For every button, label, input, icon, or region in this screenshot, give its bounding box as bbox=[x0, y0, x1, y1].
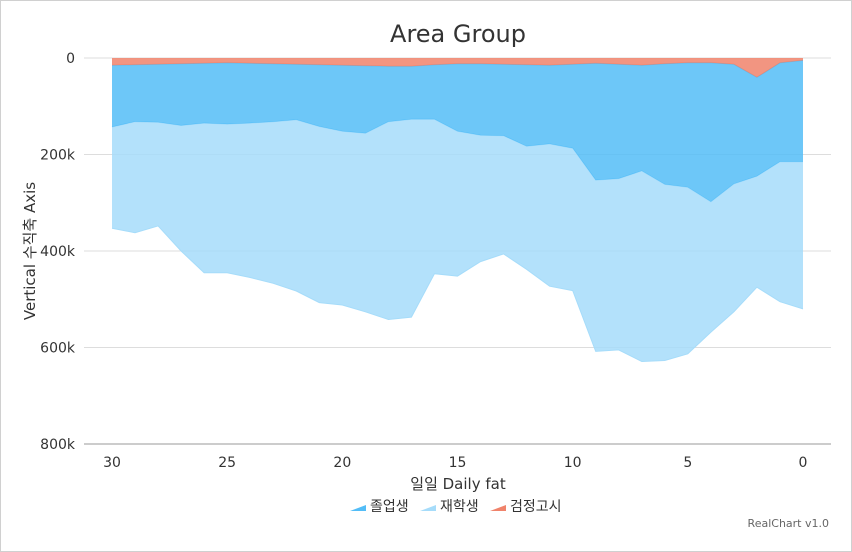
area-line-재학생 bbox=[111, 225, 804, 363]
chart-title: Area Group bbox=[390, 20, 526, 48]
y-tick-label: 800k bbox=[40, 437, 76, 453]
y-tick-label: 400k bbox=[40, 244, 76, 260]
credit-label: RealChart v1.0 bbox=[748, 517, 829, 530]
y-tick-label: 200k bbox=[40, 148, 76, 164]
legend-label: 졸업생 bbox=[370, 499, 409, 515]
legend: 졸업생 재학생 검정고시 bbox=[350, 499, 562, 515]
y-tick-label: 0 bbox=[66, 51, 75, 67]
legend-swatch bbox=[490, 505, 506, 511]
legend-label: 재학생 bbox=[440, 499, 479, 515]
area-재학생 bbox=[112, 119, 803, 362]
x-tick-label: 0 bbox=[799, 455, 808, 471]
area-검정고시 bbox=[112, 58, 803, 78]
x-tick-label: 15 bbox=[449, 455, 467, 471]
y-tick-label: 600k bbox=[40, 341, 76, 357]
x-axis-title: 일일 Daily fat bbox=[410, 475, 506, 493]
y-axis-title: Vertical 수직축 Axis bbox=[21, 182, 39, 320]
legend-label: 검정고시 bbox=[510, 499, 562, 515]
x-tick-label: 20 bbox=[333, 455, 351, 471]
x-tick-label: 5 bbox=[683, 455, 692, 471]
legend-swatch bbox=[420, 505, 436, 511]
x-tick-label: 10 bbox=[564, 455, 582, 471]
series-areas bbox=[111, 58, 804, 363]
legend-swatch bbox=[350, 505, 366, 511]
x-axis-ticks: 30 25 20 15 10 5 0 bbox=[103, 455, 807, 471]
x-tick-label: 30 bbox=[103, 455, 121, 471]
x-tick-label: 25 bbox=[218, 455, 236, 471]
y-axis-ticks: 0 200k 400k 600k 800k bbox=[40, 51, 76, 453]
